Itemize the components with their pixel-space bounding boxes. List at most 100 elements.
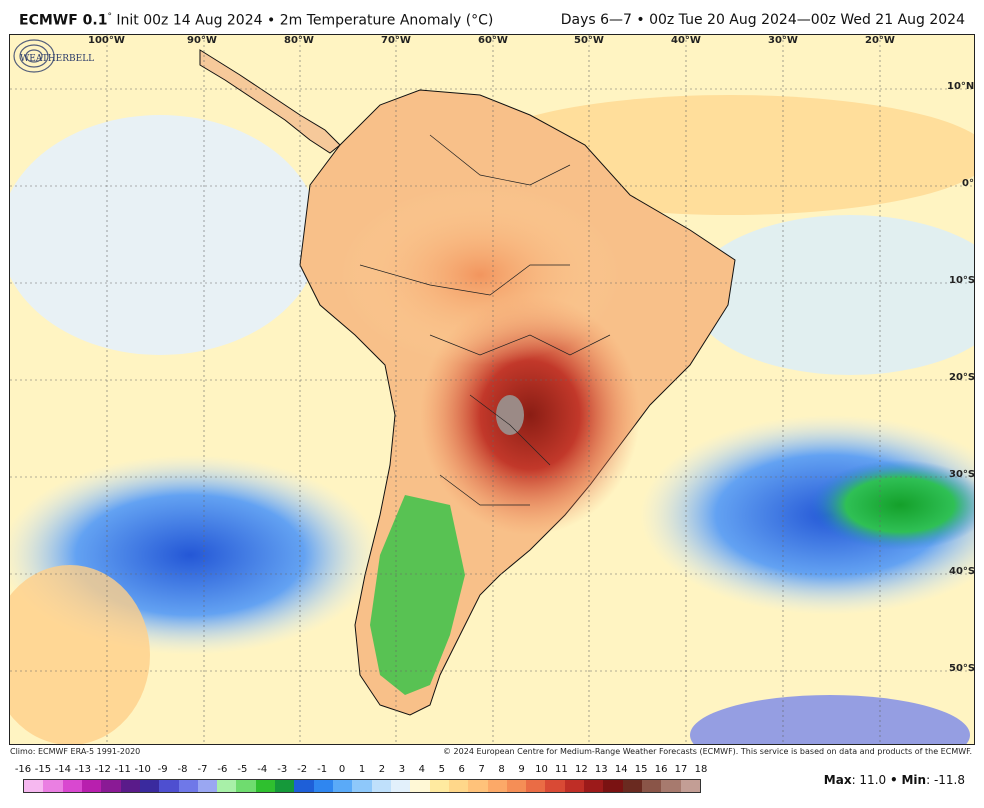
colorbar-swatch [255, 780, 276, 792]
title-bullet: • [266, 12, 276, 29]
colorbar-labels: -16 -15 -14 -13 -12 -11 -10 -9 -8 -7 -6 -5 -4 -3 -2 -1 0… [15, 764, 708, 778]
colorbar-tick-label: 15 [634, 764, 648, 775]
map-title: ECMWF 0.1° Init 00z 14 Aug 2024 • 2m Tem… [19, 12, 493, 29]
lon-label-20w: 20°W [865, 35, 895, 46]
colorbar-swatch [526, 780, 546, 792]
colorbar-tick-label: -5 [237, 764, 248, 775]
logo-text: WEATHERBELL [20, 54, 94, 64]
lon-label-90w: 90°W [187, 35, 217, 46]
lon-label-70w: 70°W [381, 35, 411, 46]
colorbar-tick-label: -8 [177, 764, 188, 775]
atlantic-cool-patch [690, 215, 974, 375]
colorbar-swatch [217, 780, 237, 792]
colorbar-swatch [313, 780, 333, 792]
colorbar-tick-label: -9 [157, 764, 168, 775]
colorbar-tick-label: -1 [317, 764, 328, 775]
colorbar-tick-label: -7 [197, 764, 208, 775]
colorbar-tick-label: 3 [398, 764, 406, 775]
central-america-land [199, 49, 341, 154]
warm-anomaly-amazon [340, 185, 620, 365]
lon-label-40w: 40°W [671, 35, 701, 46]
colorbar-tick-label: -15 [34, 764, 52, 775]
colorbar-swatch [159, 780, 179, 792]
colorbar-swatch [333, 780, 353, 792]
colorbar-tick-label: 16 [654, 764, 668, 775]
colorbar-swatch [506, 780, 527, 792]
colorbar-tick-label: -10 [134, 764, 151, 775]
colorbar-swatch [101, 780, 121, 792]
colorbar-tick-label: -2 [297, 764, 308, 775]
lat-label-0: 0° [962, 178, 974, 189]
colorbar-swatch [564, 780, 585, 792]
atlantic-green-core [810, 460, 974, 550]
patagonia-cold-anomaly [370, 495, 465, 695]
colorbar-tick-label: 2 [378, 764, 386, 775]
graticule [10, 35, 974, 744]
lon-label-30w: 30°W [768, 35, 798, 46]
colorbar-tick-label: 17 [674, 764, 688, 775]
max-min-readout: Max: 11.0 • Min: -11.8 [823, 773, 965, 787]
colorbar-tick-label: -16 [14, 764, 32, 775]
colorbar-swatch [24, 780, 44, 792]
colorbar-swatch [178, 780, 198, 792]
colorbar-tick-label: -14 [54, 764, 72, 775]
max-min-separator: • [889, 773, 898, 787]
weatherbell-logo: WEATHERBELL [13, 39, 94, 73]
colorbar-swatch [468, 780, 488, 792]
model-name: ECMWF 0.1 [19, 12, 108, 29]
lat-label-40s: 40°S [949, 566, 975, 577]
min-label: Min [901, 773, 927, 787]
colorbar-swatch [448, 780, 469, 792]
max-value: 11.0 [859, 773, 887, 787]
colorbar-tick-label: 10 [535, 764, 548, 775]
colorbar-swatch [545, 780, 565, 792]
colorbar-tick-label: 5 [438, 764, 445, 775]
colorbar-tick-label: 14 [614, 764, 628, 775]
colorbar-tick-label: 9 [518, 764, 525, 775]
pacific-warm-patch [10, 565, 150, 744]
min-value: -11.8 [933, 773, 965, 787]
colorbar-swatch [410, 780, 430, 792]
colorbar-swatch [390, 780, 411, 792]
valid-time: Days 6—7 • 00z Tue 20 Aug 2024—00z Wed 2… [560, 12, 965, 28]
product-name: 2m Temperature Anomaly (°C) [279, 12, 494, 29]
colorbar-swatch [120, 780, 140, 792]
lon-label-100w: 100°W [88, 35, 125, 46]
colorbar-tick-label: -3 [277, 764, 288, 775]
colorbar-swatch [661, 780, 681, 792]
colorbar-swatch [139, 780, 160, 792]
copyright-note: © 2024 European Centre for Medium-Range … [443, 747, 972, 756]
init-time: Init 00z 14 Aug 2024 [116, 12, 263, 29]
colorbar-swatch [62, 780, 82, 792]
southern-cold-core [690, 695, 970, 744]
colorbar-tick-label: -13 [74, 764, 91, 775]
colorbar-tick-label: 7 [478, 764, 485, 775]
colorbar-swatch [275, 780, 295, 792]
colorbar-swatch [197, 780, 218, 792]
colorbar-tick-label: 12 [574, 764, 588, 775]
colorbar-tick-label: 0 [338, 764, 346, 775]
lon-label-50w: 50°W [574, 35, 604, 46]
highland-grey-patch [496, 395, 524, 435]
colorbar-tick-label: 1 [358, 764, 366, 775]
colorbar-tick-label: 11 [555, 764, 568, 775]
colorbar-swatch [603, 780, 623, 792]
max-label: Max [823, 773, 852, 787]
colorbar-tick-label: -12 [94, 764, 111, 775]
colorbar-tick-label: 4 [418, 764, 425, 775]
country-borders [359, 134, 611, 506]
lat-label-50s: 50°S [949, 663, 975, 674]
colorbar-swatch [680, 780, 700, 792]
colorbar-swatches [23, 779, 701, 793]
colorbar-tick-label: -4 [257, 764, 268, 775]
anomaly-map: 100°W 90°W 80°W 70°W 60°W 50°W 40°W 30°W… [9, 34, 975, 745]
colorbar-tick-label: 6 [458, 764, 465, 775]
lon-label-60w: 60°W [478, 35, 508, 46]
colorbar-tick-label: -6 [217, 764, 228, 775]
colorbar-swatch [622, 780, 642, 792]
colorbar-swatch [352, 780, 372, 792]
colorbar-swatch [43, 780, 63, 792]
colorbar-swatch [294, 780, 314, 792]
credits-bar: Climo: ECMWF ERA-5 1991-2020 © 2024 Euro… [0, 745, 984, 759]
colorbar-swatch [371, 780, 391, 792]
